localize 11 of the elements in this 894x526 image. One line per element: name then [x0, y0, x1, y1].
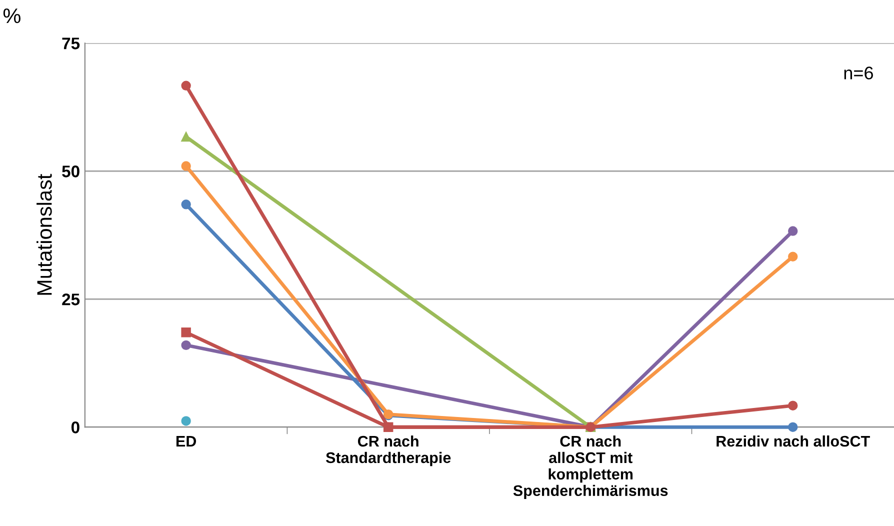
x-tick-label: Rezidiv nach alloSCT: [716, 435, 870, 447]
text: %: [3, 8, 20, 24]
y-axis-title: Mutationslast: [36, 174, 52, 295]
annotation: n=6: [844, 66, 873, 80]
y-tick-label: 75: [62, 38, 80, 50]
y-tick-label: 50: [62, 166, 80, 178]
y-tick-label: 25: [62, 294, 80, 306]
x-tick-label: CR nach Standardtherapie: [326, 435, 451, 466]
x-tick-label: ED: [176, 436, 196, 447]
x-tick-label: CR nach alloSCT mit komplettem Spenderchimärismus: [513, 435, 668, 500]
y-tick-label: 0: [71, 422, 80, 434]
